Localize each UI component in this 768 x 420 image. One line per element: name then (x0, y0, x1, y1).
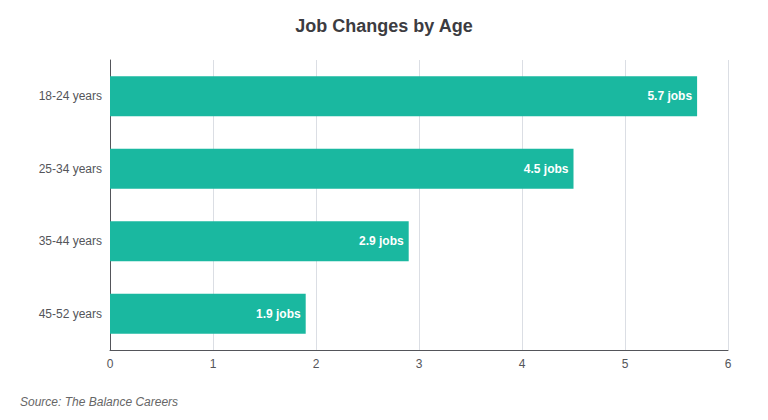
svg-text:3: 3 (416, 357, 423, 371)
svg-text:4: 4 (519, 357, 526, 371)
svg-text:45-52 years: 45-52 years (39, 307, 102, 321)
svg-text:4.5 jobs: 4.5 jobs (524, 162, 569, 176)
svg-text:5.7 jobs: 5.7 jobs (647, 89, 692, 103)
svg-text:2: 2 (313, 357, 320, 371)
svg-text:2.9 jobs: 2.9 jobs (359, 234, 404, 248)
svg-text:1.9 jobs: 1.9 jobs (256, 307, 301, 321)
svg-text:18-24 years: 18-24 years (39, 89, 102, 103)
svg-text:Source: The Balance Careers: Source: The Balance Careers (20, 395, 178, 409)
svg-text:6: 6 (725, 357, 732, 371)
svg-text:35-44 years: 35-44 years (39, 234, 102, 248)
svg-text:0: 0 (107, 357, 114, 371)
svg-text:5: 5 (622, 357, 629, 371)
svg-text:25-34 years: 25-34 years (39, 162, 102, 176)
svg-text:Job Changes by Age: Job Changes by Age (295, 16, 472, 36)
svg-text:1: 1 (210, 357, 217, 371)
